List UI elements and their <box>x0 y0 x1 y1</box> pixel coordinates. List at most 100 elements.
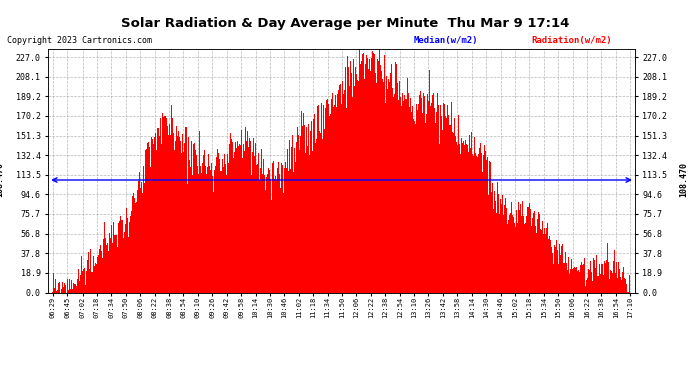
Bar <box>228 163 229 292</box>
Bar <box>409 107 410 292</box>
Bar <box>455 136 456 292</box>
Bar <box>609 279 610 292</box>
Bar <box>589 270 590 292</box>
Bar <box>424 96 425 292</box>
Bar <box>159 125 161 292</box>
Bar <box>277 180 279 292</box>
Bar <box>256 165 257 292</box>
Bar <box>284 168 285 292</box>
Bar <box>218 153 219 292</box>
Bar <box>102 258 103 292</box>
Bar <box>489 161 490 292</box>
Bar <box>171 105 172 292</box>
Bar <box>274 179 275 292</box>
Bar <box>114 236 115 292</box>
Bar <box>80 275 81 292</box>
Bar <box>367 58 368 292</box>
Bar <box>551 248 553 292</box>
Bar <box>624 278 625 292</box>
Bar <box>341 104 342 292</box>
Bar <box>355 66 356 292</box>
Bar <box>90 249 91 292</box>
Bar <box>546 228 547 292</box>
Bar <box>300 136 301 292</box>
Bar <box>408 93 409 292</box>
Bar <box>477 136 478 292</box>
Bar <box>110 238 111 292</box>
Bar <box>67 279 68 292</box>
Bar <box>500 200 501 292</box>
Bar <box>83 269 84 292</box>
Bar <box>595 255 597 292</box>
Bar <box>434 108 435 292</box>
Bar <box>565 252 566 292</box>
Bar <box>68 289 70 292</box>
Bar <box>480 143 481 292</box>
Bar <box>81 256 82 292</box>
Bar <box>62 282 63 292</box>
Bar <box>560 255 562 292</box>
Bar <box>226 175 227 292</box>
Bar <box>291 147 292 292</box>
Bar <box>176 126 177 292</box>
Bar <box>471 132 472 292</box>
Bar <box>462 142 463 292</box>
Bar <box>564 263 565 292</box>
Bar <box>54 288 55 292</box>
Bar <box>492 183 493 292</box>
Bar <box>241 142 242 292</box>
Bar <box>163 117 164 292</box>
Bar <box>258 153 259 292</box>
Bar <box>150 145 152 292</box>
Bar <box>220 171 221 292</box>
Bar <box>126 208 127 292</box>
Bar <box>459 144 460 292</box>
Bar <box>522 216 524 292</box>
Bar <box>219 159 220 292</box>
Bar <box>142 193 144 292</box>
Bar <box>314 114 315 292</box>
Bar <box>454 118 455 292</box>
Bar <box>484 145 485 292</box>
Bar <box>297 127 298 292</box>
Bar <box>599 264 600 292</box>
Bar <box>620 277 621 292</box>
Bar <box>548 239 549 292</box>
Bar <box>507 224 509 292</box>
Bar <box>91 272 92 292</box>
Bar <box>293 172 294 292</box>
Bar <box>456 142 457 292</box>
Text: Solar Radiation & Day Average per Minute  Thu Mar 9 17:14: Solar Radiation & Day Average per Minute… <box>121 17 569 30</box>
Bar <box>141 164 142 292</box>
Text: Copyright 2023 Cartronics.com: Copyright 2023 Cartronics.com <box>7 36 152 45</box>
Bar <box>450 125 451 292</box>
Bar <box>377 74 379 292</box>
Bar <box>310 131 311 292</box>
Bar <box>423 93 424 292</box>
Bar <box>464 145 465 292</box>
Bar <box>432 95 433 292</box>
Bar <box>167 126 168 292</box>
Bar <box>86 286 88 292</box>
Bar <box>358 81 359 292</box>
Bar <box>123 238 124 292</box>
Bar <box>136 202 137 292</box>
Bar <box>175 141 176 292</box>
Bar <box>563 263 564 292</box>
Bar <box>629 275 630 292</box>
Bar <box>476 156 477 292</box>
Bar <box>380 65 381 292</box>
Bar <box>607 243 608 292</box>
Bar <box>618 262 619 292</box>
Bar <box>404 99 406 292</box>
Bar <box>322 138 323 292</box>
Bar <box>441 116 442 292</box>
Bar <box>155 133 156 292</box>
Bar <box>111 225 112 292</box>
Bar <box>138 181 139 292</box>
Bar <box>326 100 327 292</box>
Bar <box>265 190 266 292</box>
Bar <box>197 166 198 292</box>
Bar <box>98 255 99 292</box>
Bar <box>120 216 121 292</box>
